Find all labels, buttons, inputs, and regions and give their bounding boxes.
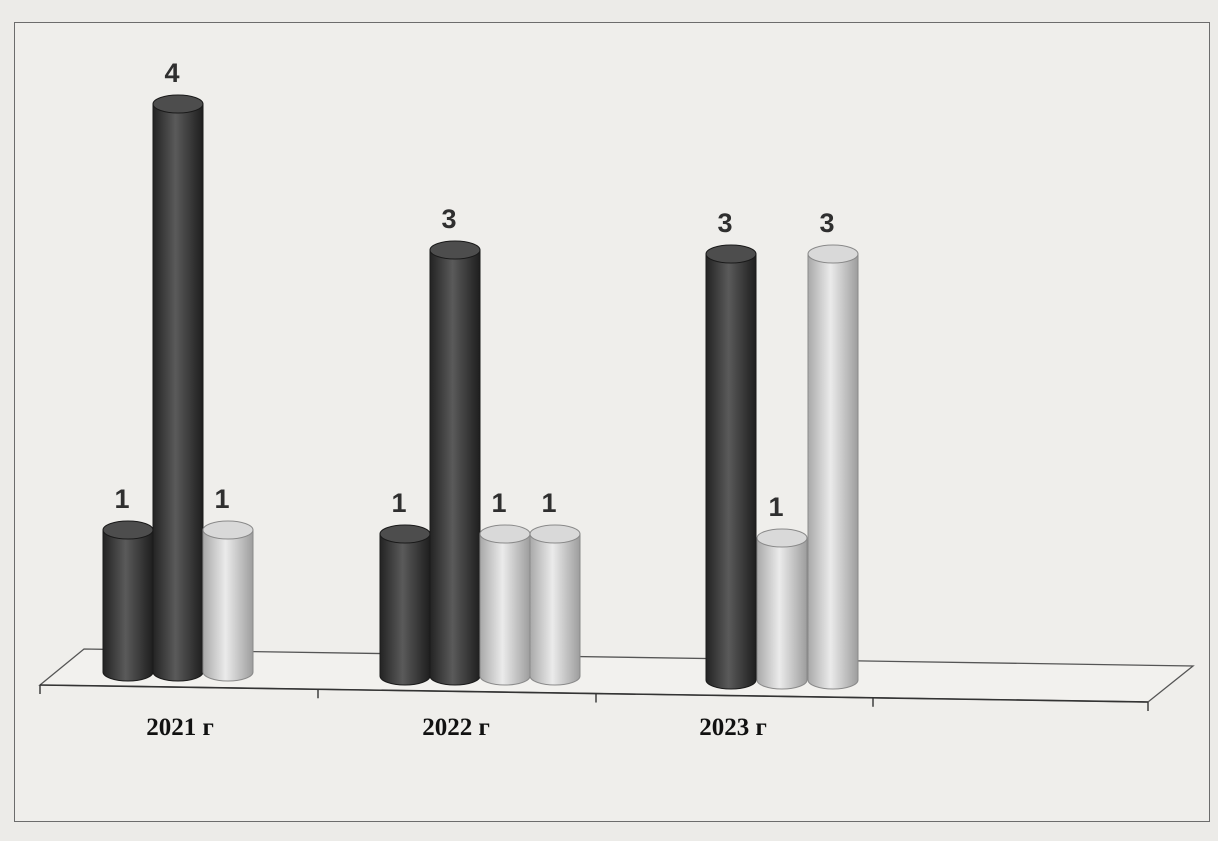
category-label: 2022 г [422,714,490,741]
bar-body [479,533,531,686]
bar-top [202,520,254,540]
value-label: 1 [768,492,783,522]
category-label: 2023 г [699,714,767,741]
bar-top [102,520,154,540]
bar-top [379,524,431,544]
category-label: 2021 г [146,714,214,741]
bar-top [807,244,859,264]
value-label: 3 [441,204,456,234]
value-labels: 1 4 1 1 3 1 1 3 1 3 [114,58,834,522]
bar-body [429,249,481,686]
value-label: 4 [164,58,179,88]
value-label: 1 [214,484,229,514]
value-label: 3 [717,208,732,238]
bar-body [202,529,254,682]
value-label: 1 [114,484,129,514]
bar-1-1 [102,520,154,682]
bar-body [529,533,581,686]
bar-body [756,537,808,690]
bar-1-2 [152,94,204,682]
bar-2-2 [429,240,481,686]
bar-1-3 [202,520,254,682]
bar-top [756,528,808,548]
bar-body [102,529,154,682]
value-label: 3 [819,208,834,238]
value-label: 1 [541,488,556,518]
bar-3-2 [756,528,808,690]
bars-group [102,94,859,690]
bar-3-3 [807,244,859,690]
bar-body [705,253,757,690]
bar-body [379,533,431,686]
chart-floor [38,648,1195,711]
bar-top [479,524,531,544]
bar-top [705,244,757,264]
bar-top [429,240,481,260]
bar-2-1 [379,524,431,686]
value-label: 1 [391,488,406,518]
bar-3-1 [705,244,757,690]
category-labels: 2021 г 2022 г 2023 г [146,714,767,741]
bar-body [152,103,204,682]
bar-2-4 [529,524,581,686]
bar-body [807,253,859,690]
bar-2-3 [479,524,531,686]
x-axis-line [39,684,1149,703]
bar-top [529,524,581,544]
bar-top [152,94,204,114]
value-label: 1 [491,488,506,518]
